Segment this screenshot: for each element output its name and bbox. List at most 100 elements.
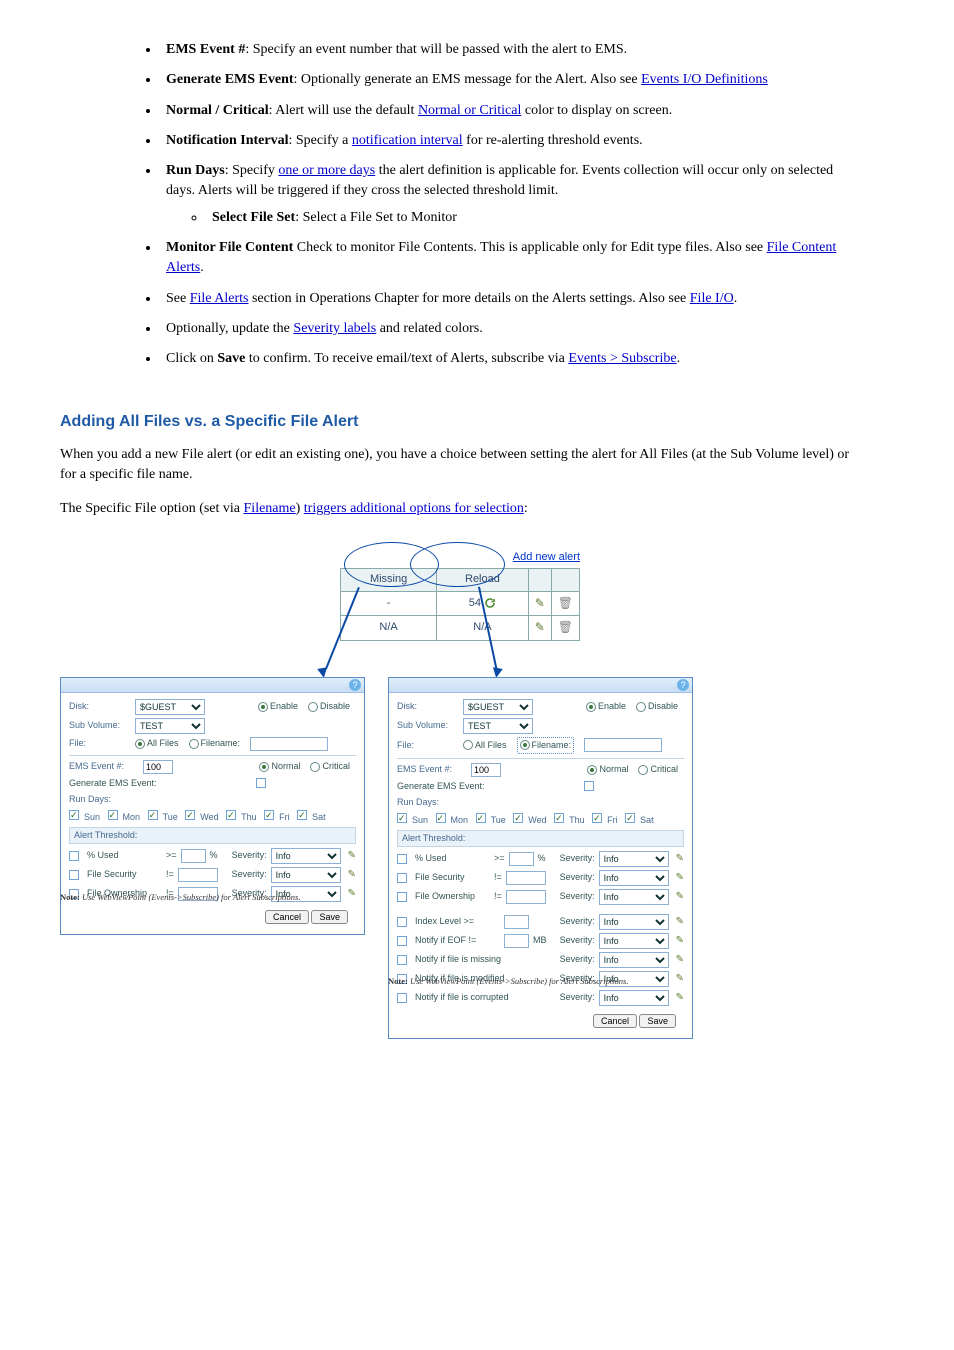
filename-radio[interactable] [189,739,199,749]
pct-used-checkbox[interactable] [69,851,79,861]
pencil-icon[interactable]: ✎ [676,852,684,867]
severity-select[interactable]: Info [599,933,669,949]
save-button[interactable]: Save [311,910,348,924]
file-ownership-input[interactable] [506,890,546,904]
critical-radio[interactable] [638,765,648,775]
section-body-3-pre: The Specific File option (set via [60,501,244,516]
section-body-3-link2[interactable]: triggers additional options for selectio… [304,501,524,516]
gen-ems-checkbox[interactable] [256,778,266,788]
pencil-icon[interactable]: ✎ [535,595,545,612]
bullet-7-link2[interactable]: File I/O [690,291,734,306]
severity-select[interactable]: Info [599,870,669,886]
normal-radio[interactable] [587,765,597,775]
bullet-7-post2: . [734,291,738,306]
pencil-icon[interactable]: ✎ [535,619,545,636]
refresh-icon[interactable] [484,597,496,609]
subvol-select[interactable]: TEST [463,718,533,734]
bullet-7-link[interactable]: File Alerts [190,291,249,306]
pct-used-input[interactable] [181,849,206,863]
bullet-3-link[interactable]: Normal or Critical [418,103,521,118]
enable-radio[interactable] [586,702,596,712]
day-sat[interactable] [625,813,635,823]
day-mon[interactable] [108,810,118,820]
trash-icon[interactable]: 🗑 [558,595,573,612]
day-tue[interactable] [476,813,486,823]
index-level-checkbox[interactable] [397,917,407,927]
section-body-3-link[interactable]: Filename [244,501,296,516]
gen-ems-checkbox[interactable] [584,781,594,791]
bullet-8-post: and related colors. [376,321,483,336]
notify-missing-checkbox[interactable] [397,955,407,965]
day-mon[interactable] [436,813,446,823]
bullet-9-link[interactable]: Events > Subscribe [568,351,676,366]
notify-eof-checkbox[interactable] [397,936,407,946]
pencil-icon[interactable]: ✎ [676,934,684,949]
severity-select[interactable]: Info [599,889,669,905]
normal-radio[interactable] [259,762,269,772]
help-icon[interactable]: ? [677,679,689,691]
pencil-icon[interactable]: ✎ [676,953,684,968]
enable-radio[interactable] [258,702,268,712]
day-wed[interactable] [513,813,523,823]
disable-radio[interactable] [308,702,318,712]
disk-select[interactable]: $GUEST [463,699,533,715]
notify-eof-input[interactable] [504,934,529,948]
severity-select[interactable]: Info [599,990,669,1006]
day-sun[interactable] [69,810,79,820]
day-fri[interactable] [592,813,602,823]
cancel-button[interactable]: Cancel [265,910,309,924]
save-button[interactable]: Save [639,1014,676,1028]
notify-corrupted-checkbox[interactable] [397,993,407,1003]
file-ownership-checkbox[interactable] [397,892,407,902]
pencil-icon[interactable]: ✎ [348,868,356,883]
file-security-input[interactable] [178,868,218,882]
index-level-input[interactable] [504,915,529,929]
bullet-4-link[interactable]: notification interval [352,133,463,148]
disk-select[interactable]: $GUEST [135,699,205,715]
pct-used-checkbox[interactable] [397,854,407,864]
subvol-select[interactable]: TEST [135,718,205,734]
file-security-input[interactable] [506,871,546,885]
pencil-icon[interactable]: ✎ [348,887,356,902]
pencil-icon[interactable]: ✎ [676,972,684,987]
file-security-checkbox[interactable] [397,873,407,883]
severity-select[interactable]: Info [599,851,669,867]
sub-bullet-1: Select File Set: Select a File Set to Mo… [206,208,854,228]
allfiles-radio[interactable] [135,739,145,749]
disable-radio[interactable] [636,702,646,712]
severity-select[interactable]: Info [599,914,669,930]
dialog-note-left: Note: Use WebViewPoint (Events->Subscrib… [60,891,300,903]
file-security-checkbox[interactable] [69,870,79,880]
bullet-5-link[interactable]: one or more days [278,163,375,178]
trash-icon[interactable]: 🗑 [558,619,573,636]
filename-radio[interactable] [520,740,530,750]
cancel-button[interactable]: Cancel [593,1014,637,1028]
pct-used-input[interactable] [509,852,534,866]
pencil-icon[interactable]: ✎ [676,890,684,905]
gen-ems-label: Generate EMS Event: [69,777,157,790]
pencil-icon[interactable]: ✎ [676,915,684,930]
ems-event-input[interactable] [143,760,173,774]
allfiles-radio[interactable] [463,740,473,750]
day-sun[interactable] [397,813,407,823]
pencil-icon[interactable]: ✎ [676,871,684,886]
severity-select[interactable]: Info [271,867,341,883]
day-thu[interactable] [226,810,236,820]
critical-radio[interactable] [310,762,320,772]
filename-input[interactable] [584,738,662,752]
severity-select[interactable]: Info [599,952,669,968]
bullet-2-link[interactable]: Events I/O Definitions [641,72,768,87]
pencil-icon[interactable]: ✎ [348,849,356,864]
dialog-header-right: ? [389,678,692,693]
day-fri[interactable] [264,810,274,820]
day-tue[interactable] [148,810,158,820]
day-sat[interactable] [297,810,307,820]
day-thu[interactable] [554,813,564,823]
pencil-icon[interactable]: ✎ [676,991,684,1006]
filename-input[interactable] [250,737,328,751]
bullet-8-link[interactable]: Severity labels [293,321,376,336]
help-icon[interactable]: ? [349,679,361,691]
severity-select[interactable]: Info [271,848,341,864]
ems-event-input[interactable] [471,763,501,777]
day-wed[interactable] [185,810,195,820]
